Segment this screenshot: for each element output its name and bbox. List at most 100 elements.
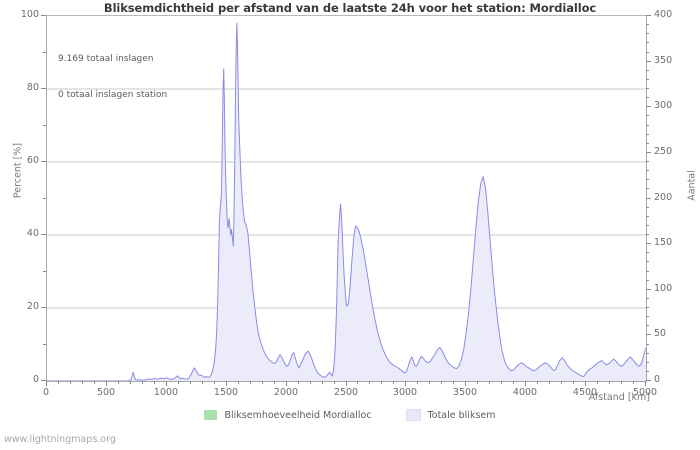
x-tick-label: 4500	[572, 387, 598, 398]
y-tick-right	[646, 52, 649, 53]
y-tick-right	[646, 280, 649, 281]
x-tick	[178, 381, 179, 384]
plot-area	[46, 15, 647, 382]
x-tick	[369, 381, 370, 384]
y-tick-right	[646, 152, 651, 153]
y-tick-label-right: 0	[654, 374, 661, 385]
y-axis-left-label: Percent [%]	[12, 142, 24, 199]
x-tick	[190, 381, 191, 384]
x-tick-label: 500	[96, 387, 116, 398]
y-tick-right	[646, 115, 649, 116]
x-tick-label: 4000	[512, 387, 538, 398]
x-tick-label: 1500	[213, 387, 239, 398]
x-tick	[58, 381, 59, 384]
y-tick-right	[646, 298, 649, 299]
y-tick-label-right: 100	[654, 283, 673, 294]
y-tick-right	[646, 161, 649, 162]
y-tick-left	[41, 380, 46, 381]
y-tick-right	[646, 316, 649, 317]
y-tick-right	[646, 24, 649, 25]
y-tick-right	[646, 380, 651, 381]
x-tick	[334, 381, 335, 384]
chart-plot-svg	[47, 22, 646, 381]
y-tick-right	[646, 61, 651, 62]
y-tick-right	[646, 325, 649, 326]
x-tick	[214, 381, 215, 384]
y-tick-label-left: 100	[20, 9, 39, 20]
y-tick-label-right: 400	[654, 9, 673, 20]
y-tick-right	[646, 216, 649, 217]
x-tick	[393, 381, 394, 384]
y-tick-right	[646, 207, 649, 208]
x-tick	[549, 381, 550, 384]
x-tick	[82, 381, 83, 384]
y-tick-label-left: 40	[26, 228, 39, 239]
x-tick	[405, 381, 406, 386]
y-tick-right	[646, 307, 649, 308]
y-tick-label-left: 80	[26, 82, 39, 93]
x-tick	[477, 381, 478, 384]
y-tick-right	[646, 271, 649, 272]
y-tick-label-right: 300	[654, 100, 673, 111]
x-tick-label: 3000	[392, 387, 418, 398]
y-tick-right	[646, 225, 649, 226]
x-axis-label: Afstand [km]	[588, 392, 650, 403]
y-tick-right	[646, 362, 649, 363]
y-tick-left	[43, 271, 46, 272]
x-tick-label: 2000	[273, 387, 299, 398]
y-tick-right	[646, 252, 649, 253]
x-tick	[417, 381, 418, 384]
x-tick	[130, 381, 131, 384]
y-tick-right	[646, 170, 649, 171]
y-tick-right	[646, 334, 651, 335]
legend-swatch-total	[405, 409, 421, 421]
y-tick-left	[43, 344, 46, 345]
y-tick-label-right: 50	[654, 328, 667, 339]
x-tick	[250, 381, 251, 384]
y-tick-label-left: 60	[26, 155, 39, 166]
y-tick-right	[646, 353, 649, 354]
x-tick-label: 1000	[153, 387, 179, 398]
y-tick-left	[43, 125, 46, 126]
y-tick-left	[41, 307, 46, 308]
legend-label-total: Totale bliksem	[427, 409, 496, 421]
y-tick-right	[646, 33, 649, 34]
x-tick	[621, 381, 622, 384]
x-tick	[573, 381, 574, 384]
legend-item-total: Totale bliksem	[405, 409, 496, 421]
x-tick-label: 0	[42, 387, 50, 398]
y-tick-label-left: 20	[26, 301, 39, 312]
x-tick	[597, 381, 598, 384]
x-tick	[465, 381, 466, 386]
site-footer: www.lightningmaps.org	[4, 434, 116, 445]
y-tick-right	[646, 188, 649, 189]
y-tick-right	[646, 70, 649, 71]
y-tick-left	[43, 198, 46, 199]
y-tick-right	[646, 289, 651, 290]
y-tick-left	[41, 161, 46, 162]
y-tick-right	[646, 143, 649, 144]
x-tick	[357, 381, 358, 384]
y-tick-right	[646, 42, 649, 43]
x-tick-label: 2500	[333, 387, 359, 398]
x-tick	[166, 381, 167, 386]
x-tick	[633, 381, 634, 384]
y-tick-right	[646, 88, 649, 89]
x-tick	[118, 381, 119, 384]
x-tick	[489, 381, 490, 384]
y-tick-label-left: 0	[32, 374, 39, 385]
y-tick-right	[646, 243, 651, 244]
y-tick-right	[646, 79, 649, 80]
y-tick-label-right: 250	[654, 146, 673, 157]
page-title: Bliksemdichtheid per afstand van de laat…	[103, 1, 597, 15]
x-tick	[310, 381, 311, 384]
x-tick	[238, 381, 239, 384]
x-tick	[585, 381, 586, 386]
totals-annotation: 9.169 totaal inslagen 0 totaal inslagen …	[58, 29, 167, 125]
x-tick	[94, 381, 95, 384]
y-tick-left	[41, 234, 46, 235]
y-tick-right	[646, 125, 649, 126]
y-tick-label-right: 200	[654, 192, 673, 203]
y-tick-label-right: 350	[654, 55, 673, 66]
